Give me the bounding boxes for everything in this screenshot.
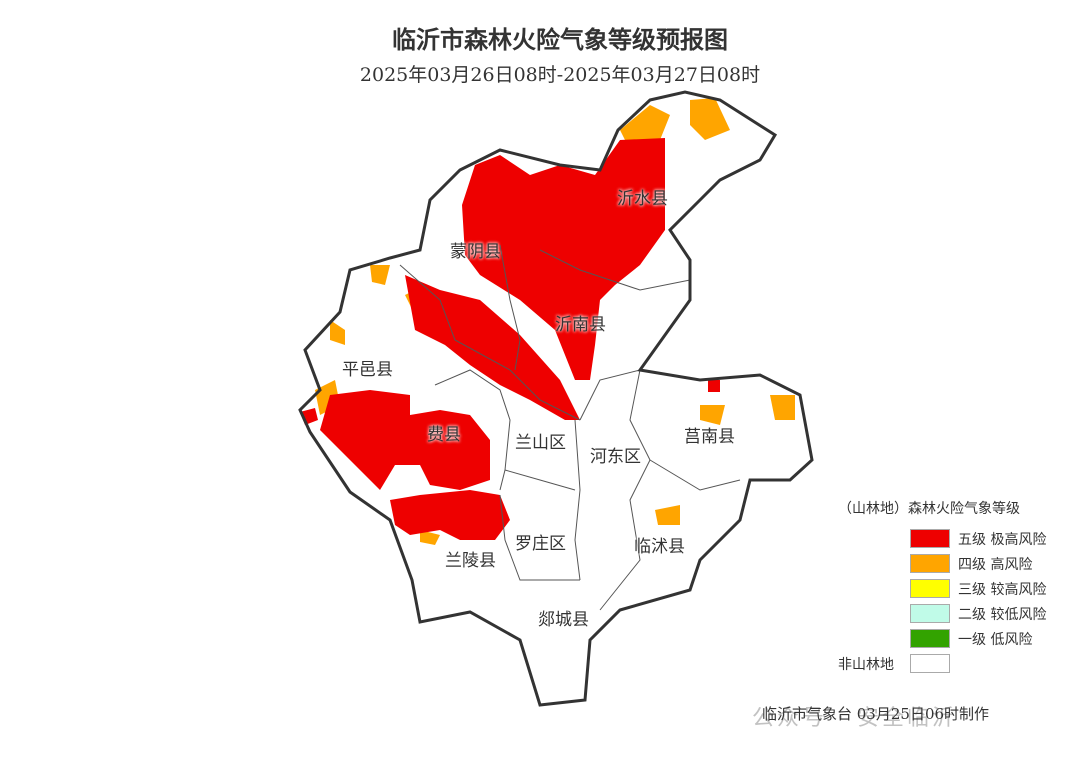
county-label: 兰山区 [515, 433, 566, 453]
orange-patch [370, 265, 390, 285]
legend-label: 非山林地 [838, 656, 894, 673]
legend-item: 二级 较低风险 [910, 601, 1068, 626]
red-patch [390, 490, 510, 540]
county-label: 蒙阴县 [450, 242, 501, 262]
legend-item: 五级 极高风险 [910, 526, 1068, 551]
level-5-areas [300, 138, 720, 540]
county-boundaries [399, 244, 741, 611]
county-label: 郯城县 [538, 610, 589, 630]
legend-label: 三级 较高风险 [958, 581, 1047, 598]
legend-label: 二级 较低风险 [958, 606, 1047, 623]
swatch-level-1 [910, 629, 950, 648]
legend-item: 四级 高风险 [910, 551, 1068, 576]
county-label: 沂南县 [555, 315, 606, 335]
map-title: 临沂市森林火险气象等级预报图 [392, 26, 728, 54]
red-patch [462, 138, 665, 380]
orange-patch [655, 505, 680, 525]
county-label: 沂水县 [617, 189, 668, 209]
swatch-level-2 [910, 604, 950, 623]
legend-label: 一级 低风险 [958, 631, 1033, 648]
legend-item: 一级 低风险 [910, 626, 1068, 651]
map-subtitle: 2025年03月26日08时-2025年03月27日08时 [359, 64, 761, 86]
orange-patch [330, 320, 345, 345]
city-outline [298, 90, 814, 707]
county-label: 莒南县 [684, 427, 735, 447]
swatch-level-5 [910, 529, 950, 548]
orange-patch [620, 105, 670, 140]
swatch-level-4 [910, 554, 950, 573]
swatch-non-forest [910, 654, 950, 673]
legend-label: 四级 高风险 [958, 556, 1033, 573]
county-label: 河东区 [590, 447, 641, 467]
legend-item-non-forest: 非山林地 [838, 651, 1068, 676]
legend-item: 三级 较高风险 [910, 576, 1068, 601]
swatch-level-3 [910, 579, 950, 598]
county-label: 临沭县 [634, 537, 685, 557]
orange-patch [700, 405, 725, 425]
county-label: 平邑县 [342, 360, 393, 380]
county-label: 费县 [427, 425, 461, 445]
red-patch [405, 275, 580, 420]
county-label: 罗庄区 [515, 534, 566, 554]
watermark: 公众号 · 安全临沂 [752, 706, 957, 731]
orange-patch [420, 530, 440, 545]
red-patch [320, 390, 490, 490]
red-patch [708, 380, 720, 392]
legend: （山林地）森林火险气象等级 五级 极高风险 四级 高风险 三级 较高风险 二级 … [838, 498, 1068, 676]
orange-patch [770, 395, 795, 420]
orange-patch [690, 98, 730, 140]
county-label: 兰陵县 [445, 551, 496, 571]
legend-title: （山林地）森林火险气象等级 [838, 501, 1020, 517]
issuer-footer: 临沂市气象台 03月25日06时制作 [762, 705, 990, 723]
legend-label: 五级 极高风险 [958, 531, 1047, 548]
